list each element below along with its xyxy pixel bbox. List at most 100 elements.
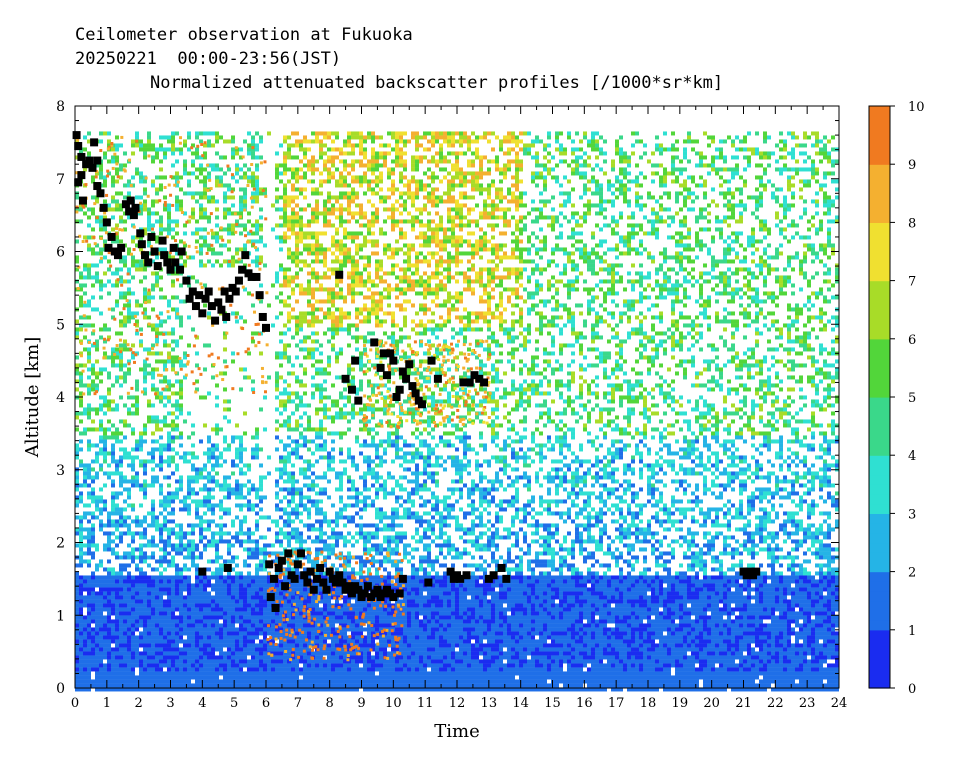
cloud-base-point bbox=[77, 152, 86, 161]
x-tick-label: 1 bbox=[103, 696, 111, 711]
cloud-base-point bbox=[217, 305, 226, 314]
cloud-base-point bbox=[424, 578, 433, 587]
cloud-base-point bbox=[147, 232, 156, 241]
cloud-base-point bbox=[163, 258, 172, 267]
station-title: Ceilometer observation at Fukuoka bbox=[75, 25, 413, 45]
cloud-base-point bbox=[284, 549, 293, 558]
cloud-base-point bbox=[462, 571, 471, 580]
cloud-base-point bbox=[274, 563, 283, 572]
y-axis: 0 1 2 3 4 5 6 7 8 bbox=[56, 99, 839, 697]
cloud-base-point bbox=[335, 571, 344, 580]
cloud-base-point bbox=[198, 567, 207, 576]
colorbar-tick-label: 5 bbox=[908, 391, 916, 406]
cloud-base-point bbox=[222, 312, 231, 321]
cloud-base-point bbox=[395, 589, 404, 598]
x-tick-label: 14 bbox=[512, 696, 529, 711]
cloud-base-point bbox=[131, 203, 140, 212]
cloud-base-point bbox=[433, 374, 442, 383]
cloud-base-point bbox=[269, 574, 278, 583]
cloud-base-point bbox=[255, 291, 264, 300]
cloud-base-point bbox=[160, 251, 169, 260]
y-tick-label: 8 bbox=[56, 99, 65, 115]
cloud-base-point bbox=[386, 349, 395, 358]
cloud-base-point bbox=[121, 200, 130, 209]
cloud-base-point bbox=[93, 182, 102, 191]
cloud-base-point bbox=[370, 338, 379, 347]
x-tick-label: 0 bbox=[71, 696, 79, 711]
x-tick-label: 3 bbox=[166, 696, 174, 711]
cloud-base-point bbox=[309, 585, 318, 594]
cloud-base-point bbox=[223, 563, 232, 572]
cloud-base-point bbox=[405, 360, 414, 369]
cloud-base-point bbox=[398, 574, 407, 583]
colorbar-tick-label: 3 bbox=[908, 507, 916, 522]
cloud-base-point bbox=[456, 574, 465, 583]
x-tick-label: 19 bbox=[672, 696, 689, 711]
cloud-base-point bbox=[225, 294, 234, 303]
cloud-base-point bbox=[99, 203, 108, 212]
cloud-base-point bbox=[303, 578, 312, 587]
cloud-base-point bbox=[293, 560, 302, 569]
x-tick-label: 18 bbox=[640, 696, 657, 711]
cloud-base-point bbox=[198, 309, 207, 318]
date-range: 20250221 00:00-23:56(JST) bbox=[75, 49, 342, 69]
x-tick-label: 12 bbox=[449, 696, 466, 711]
cloud-base-point bbox=[300, 571, 309, 580]
cloud-base-point bbox=[191, 302, 200, 311]
x-tick-label: 6 bbox=[262, 696, 270, 711]
cloud-base-point bbox=[252, 272, 261, 281]
cloud-base-point bbox=[182, 276, 191, 285]
x-axis-label: Time bbox=[434, 721, 479, 742]
colorbar-tick-label: 0 bbox=[908, 682, 916, 697]
cloud-base-point bbox=[136, 229, 145, 238]
x-tick-label: 2 bbox=[135, 696, 143, 711]
cloud-base-point bbox=[158, 236, 167, 245]
backscatter-field bbox=[75, 131, 839, 692]
cloud-base-point bbox=[271, 603, 280, 612]
x-tick-label: 16 bbox=[576, 696, 593, 711]
cloud-base-point bbox=[88, 163, 97, 172]
cloud-base-point bbox=[373, 585, 382, 594]
cloud-base-point bbox=[234, 276, 243, 285]
cloud-base-point bbox=[104, 243, 113, 252]
x-tick-label: 15 bbox=[544, 696, 561, 711]
colorbar-tick-label: 10 bbox=[908, 100, 925, 115]
x-tick-label: 4 bbox=[198, 696, 206, 711]
cloud-base-point bbox=[185, 294, 194, 303]
x-tick-label: 22 bbox=[767, 696, 784, 711]
colorbar-tick-label: 2 bbox=[908, 566, 916, 581]
cloud-base-point bbox=[382, 371, 391, 380]
cloud-base-point bbox=[96, 189, 105, 198]
cloud-base-point bbox=[325, 567, 334, 576]
cloud-base-point bbox=[427, 356, 436, 365]
cloud-base-point bbox=[395, 385, 404, 394]
colorbar: 0 1 2 3 4 5 6 7 8 9 10 bbox=[868, 100, 925, 697]
cloud-base-point bbox=[470, 371, 479, 380]
cloud-base-point bbox=[247, 272, 256, 281]
cloud-base-point bbox=[211, 316, 220, 325]
cloud-base-point bbox=[411, 389, 420, 398]
cloud-base-point bbox=[408, 382, 417, 391]
cloud-base-point bbox=[277, 556, 286, 565]
cloud-base-point bbox=[176, 265, 185, 274]
x-tick-label: 5 bbox=[230, 696, 238, 711]
y-tick-label: 1 bbox=[56, 608, 65, 624]
x-tick-label: 23 bbox=[799, 696, 816, 711]
colorbar-tick-label: 4 bbox=[908, 449, 916, 464]
cloud-base-point bbox=[78, 196, 87, 205]
cloud-base-point bbox=[489, 571, 498, 580]
cloud-base-point bbox=[220, 287, 229, 296]
cloud-base-point bbox=[166, 265, 175, 274]
cloud-base-point bbox=[297, 549, 306, 558]
cloud-base-point bbox=[465, 378, 474, 387]
cloud-base-point bbox=[207, 302, 216, 311]
x-tick-label: 20 bbox=[703, 696, 720, 711]
cloud-base-point bbox=[188, 287, 197, 296]
x-tick-label: 11 bbox=[417, 696, 434, 711]
cloud-base-point bbox=[322, 585, 331, 594]
cloud-base-point bbox=[338, 578, 347, 587]
cloud-base-point bbox=[241, 251, 250, 260]
cloud-base-point bbox=[258, 312, 267, 321]
cloud-base-point bbox=[502, 574, 511, 583]
y-axis-label: Altitude [km] bbox=[22, 337, 43, 459]
